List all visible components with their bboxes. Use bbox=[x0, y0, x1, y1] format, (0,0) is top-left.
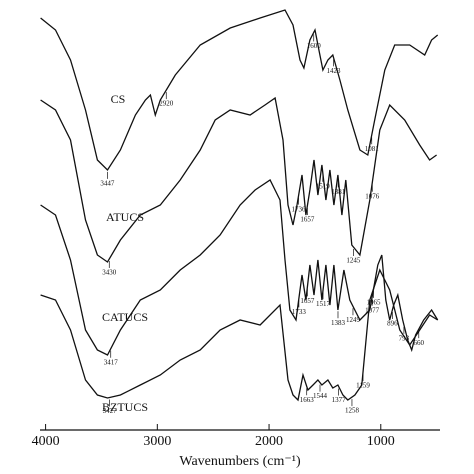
peak-label: 1258 bbox=[345, 407, 360, 415]
series-label: CS bbox=[111, 92, 126, 106]
peak-label: 1544 bbox=[313, 392, 328, 400]
peak-label: 1065 bbox=[367, 298, 382, 306]
peak-label: 660 bbox=[414, 339, 425, 347]
peak-label: 3427 bbox=[103, 407, 118, 415]
peak-label: 2920 bbox=[159, 100, 174, 108]
spectrum-line bbox=[40, 96, 437, 263]
peak-label: 1245 bbox=[346, 257, 361, 265]
peak-label: 1076 bbox=[365, 192, 380, 200]
spectrum-line bbox=[40, 179, 439, 356]
peak-label: 1383 bbox=[331, 319, 346, 327]
peak-label: 793 bbox=[399, 334, 410, 342]
peak-label: 1081 bbox=[365, 145, 380, 153]
peak-label: 1249 bbox=[346, 316, 361, 324]
peak-label: 1519 bbox=[316, 182, 331, 190]
peak-label: 1663 bbox=[300, 396, 315, 404]
peak-label: 1159 bbox=[356, 382, 370, 390]
peak-label: 3417 bbox=[104, 358, 119, 366]
peak-label: 3447 bbox=[100, 179, 115, 187]
peak-label: 1517 bbox=[316, 300, 331, 308]
peak-label: 1657 bbox=[300, 216, 315, 224]
peak-label: 1600 bbox=[307, 42, 322, 50]
spectrum-line bbox=[40, 9, 439, 172]
peak-label: 1736 bbox=[292, 205, 307, 213]
peak-label: 1423 bbox=[327, 67, 342, 75]
peak-label: 1657 bbox=[300, 297, 315, 305]
series-label: BZTUCS bbox=[102, 400, 148, 414]
peak-label: 896 bbox=[387, 320, 398, 328]
x-tick-label: 2000 bbox=[255, 434, 283, 449]
peak-label: 1733 bbox=[292, 308, 307, 316]
peak-label: 3430 bbox=[102, 269, 117, 277]
x-tick-label: 1000 bbox=[367, 434, 395, 449]
series-label: ATUCS bbox=[106, 210, 144, 224]
x-axis-label: Wavenumbers (cm⁻¹) bbox=[179, 454, 301, 469]
spectrum-line bbox=[40, 268, 439, 402]
peak-label: 1381 bbox=[331, 188, 346, 196]
x-tick-label: 3000 bbox=[143, 434, 171, 449]
series-label: CATUCS bbox=[102, 310, 148, 324]
peak-label: 1077 bbox=[365, 306, 380, 314]
x-tick-label: 4000 bbox=[32, 434, 60, 449]
peak-label: 1377 bbox=[332, 396, 347, 404]
